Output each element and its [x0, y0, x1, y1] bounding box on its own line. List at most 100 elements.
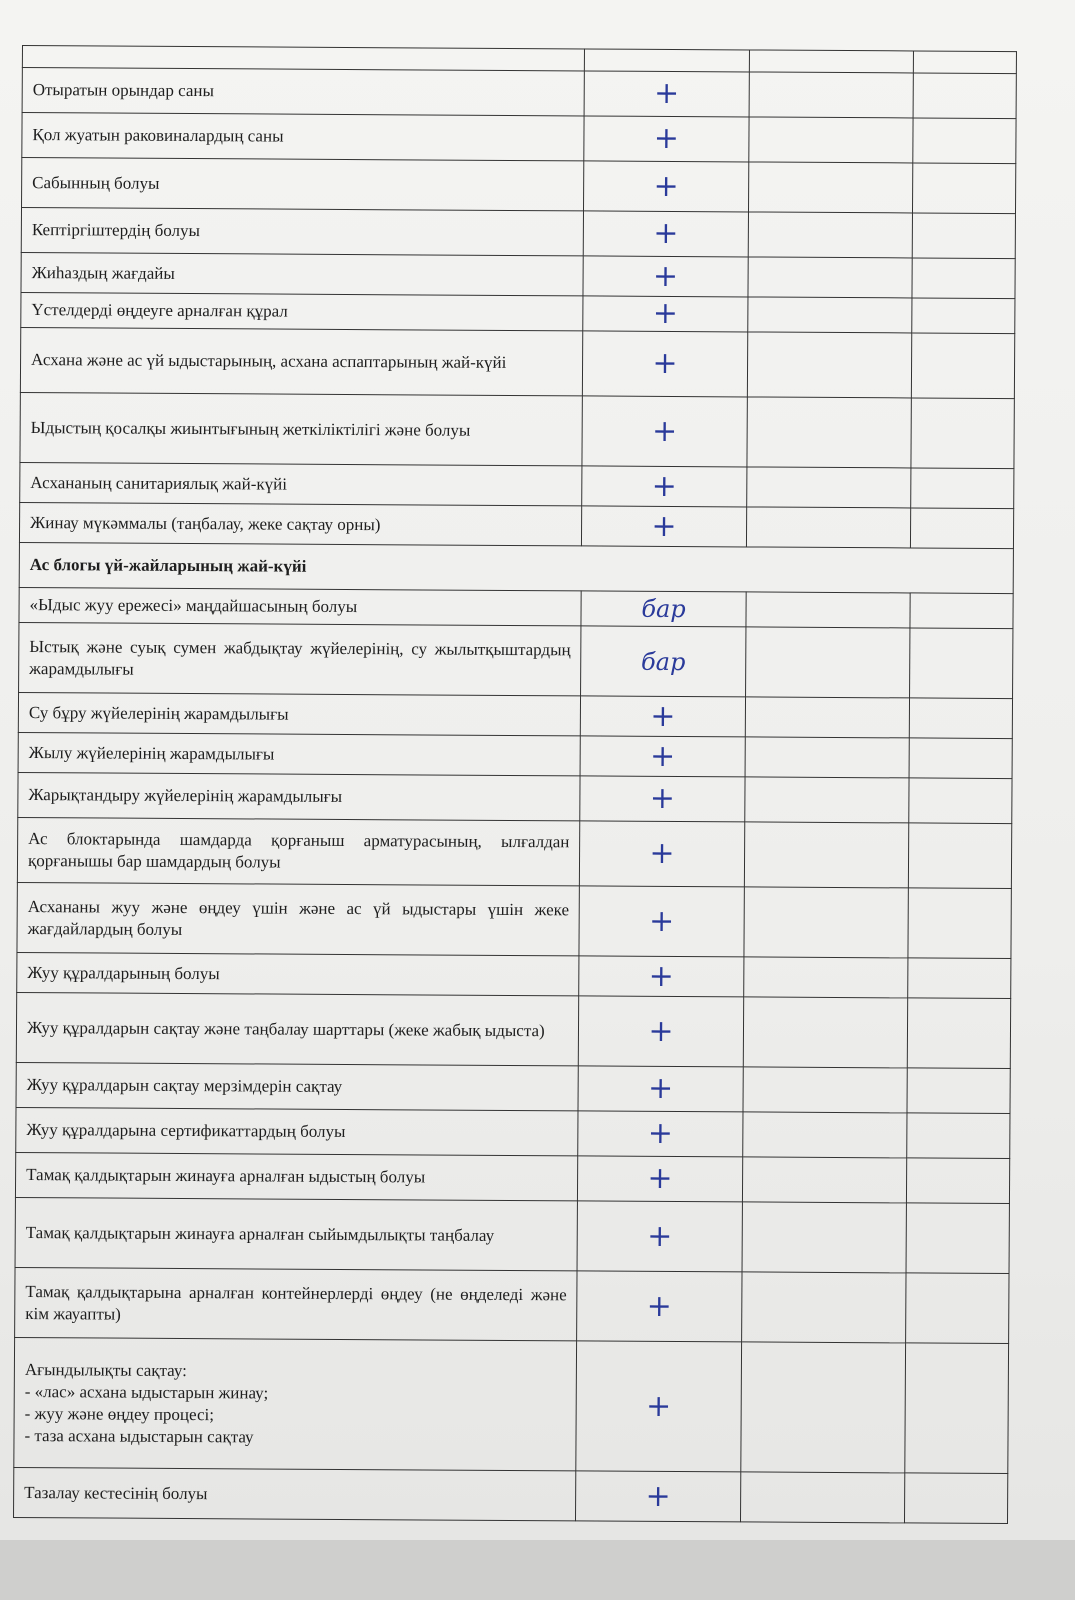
empty-cell [742, 1066, 908, 1113]
empty-cell [911, 332, 1015, 399]
handwritten-mark: + [578, 995, 744, 1067]
table-row: Кептіргіштердің болуы + [21, 207, 1016, 259]
criterion-cell: Сабынның болуы [21, 157, 585, 211]
criterion-cell: Жарықтандыру жүйелерінің жарамдылығы [17, 772, 581, 821]
empty-cell [747, 296, 912, 333]
table-row: Ас блоктарында шамдарда қорғаныш арматур… [17, 817, 1012, 889]
table-row: Жарықтандыру жүйелерінің жарамдылығы + [17, 772, 1013, 824]
empty-cell [744, 736, 910, 778]
criterion-cell: Тамақ қалдықтарын жинауға арналған сыйым… [15, 1197, 578, 1271]
empty-cell [742, 1156, 907, 1203]
table-row: Жуу құралдарының болуы + [16, 952, 1011, 999]
empty-cell [905, 1202, 1010, 1274]
table-row: Су бұру жүйелерінің жарамдылығы + [18, 692, 1013, 739]
empty-cell [904, 1472, 1008, 1524]
empty-cell [741, 1271, 906, 1343]
table-row: Жиһаздың жағдайы + [20, 252, 1016, 299]
empty-cell [912, 212, 1016, 259]
empty-cell [908, 822, 1012, 889]
background-surface [0, 1540, 1075, 1600]
handwritten-mark: + [577, 1155, 743, 1202]
handwritten-mark: + [582, 330, 748, 397]
criterion-cell: Асхананың санитариялық жай-күйі [19, 462, 583, 506]
empty-cell [740, 1341, 906, 1473]
criterion-cell: Ас блоктарында шамдарда қорғаныш арматур… [17, 817, 581, 886]
handwritten-mark: + [584, 70, 749, 117]
table-row: Қол жуатын раковиналардың саны + [21, 112, 1017, 164]
empty-cell [907, 887, 1012, 959]
criterion-cell: Қол жуатын раковиналардың саны [21, 112, 585, 161]
empty-cell [746, 396, 912, 468]
criterion-cell: Асхананы жуу және өңдеу үшін және ас үй … [16, 882, 580, 956]
handwritten-mark: + [579, 955, 744, 997]
empty-cell [743, 886, 909, 958]
document-page [0, 0, 1075, 1540]
empty-cell [909, 592, 1014, 629]
criterion-cell: «Ыдыс жуу ережесі» маңдайшасының болуы [18, 587, 582, 626]
handwritten-mark: + [583, 255, 748, 297]
criterion-cell: Тамақ қалдықтарын жинауға арналған ыдыст… [15, 1152, 579, 1201]
empty-cell [747, 256, 913, 298]
empty-cell [904, 1342, 1009, 1474]
empty-cell [910, 507, 1014, 549]
criterion-cell: Жинау мүкәммалы (таңбалау, жеке сақтау о… [19, 502, 583, 546]
empty-cell [747, 211, 913, 258]
checklist-table: Отыратын орындар саны + Қол жуатын раковин… [13, 45, 1017, 1524]
handwritten-mark: + [576, 1340, 742, 1472]
criterion-cell: Ыстық және суық сумен жабдықтау жүйелері… [18, 622, 582, 696]
handwritten-mark: + [583, 210, 749, 257]
empty-cell [906, 1067, 1011, 1114]
criterion-cell: Жуу құралдарын сақтау және таңбалау шарт… [16, 992, 580, 1066]
empty-cell [745, 591, 911, 628]
handwritten-mark: + [580, 695, 746, 737]
criterion-cell: Үстелдерді өңдеуге арналған құрал [20, 292, 584, 331]
table-row: Ағындылықты сақтау: - «лас» асхана ыдыст… [13, 1337, 1009, 1474]
handwritten-mark: + [579, 820, 745, 887]
handwritten-mark: + [583, 160, 749, 212]
criterion-cell: Тазалау кестесінің болуы [13, 1467, 577, 1521]
empty-cell [908, 777, 1013, 824]
table-row: Тамақ қалдықтарын жинауға арналған сыйым… [15, 1197, 1010, 1274]
empty-cell [743, 821, 909, 888]
empty-cell [911, 297, 1015, 334]
table-row: «Ыдыс жуу ережесі» маңдайшасының болуы ба… [18, 587, 1014, 629]
empty-cell [909, 627, 1013, 699]
table-row: Тамақ қалдықтарын жинауға арналған ыдыст… [15, 1152, 1010, 1204]
empty-cell [746, 506, 911, 548]
empty-cell [913, 50, 1017, 74]
handwritten-mark: + [581, 505, 747, 547]
table-row: Жылу жүйелерінің жарамдылығы + [18, 732, 1013, 779]
empty-cell [740, 1471, 905, 1523]
empty-cell [746, 331, 912, 398]
handwritten-mark: + [577, 1200, 743, 1272]
criterion-cell: Отыратын орындар саны [22, 67, 585, 116]
table-row: Жуу құралдарын сақтау мерзімдерін сақтау… [16, 1062, 1011, 1114]
handwritten-mark: + [575, 1470, 741, 1522]
criterion-cell: Ағындылықты сақтау: - «лас» асхана ыдыст… [13, 1337, 577, 1471]
empty-cell [907, 997, 1011, 1069]
empty-cell [744, 776, 909, 823]
empty-cell [912, 162, 1016, 214]
section-header-row: Ас блогы үй-жайларының жай-күйі [19, 542, 1014, 594]
table-row: Отыратын орындар саны + [22, 67, 1017, 119]
handwritten-mark: бар [581, 590, 746, 627]
empty-cell [744, 696, 910, 738]
section-title: Ас блогы үй-жайларының жай-күйі [19, 542, 1014, 594]
empty-cell [906, 1157, 1010, 1204]
handwritten-mark: + [582, 395, 747, 467]
empty-cell [906, 1112, 1010, 1159]
handwritten-mark: + [580, 735, 745, 777]
empty-cell [912, 72, 1017, 119]
empty-cell [748, 161, 913, 213]
table-row: Тамақ қалдықтарына арналған контейнерлер… [14, 1267, 1010, 1344]
empty-cell [905, 1272, 1010, 1344]
handwritten-mark: бар [580, 625, 746, 697]
empty-cell [743, 956, 908, 998]
criterion-cell: Кептіргіштердің болуы [21, 207, 584, 256]
table-row: Ыдыстың қосалқы жиынтығының жеткіліктілі… [19, 392, 1015, 469]
empty-cell [910, 397, 1015, 469]
table-row: Асхананың санитариялық жай-күйі + [19, 462, 1014, 509]
criterion-cell: Жылу жүйелерінің жарамдылығы [18, 732, 581, 776]
handwritten-mark: + [580, 775, 745, 822]
empty-cell [746, 466, 911, 508]
